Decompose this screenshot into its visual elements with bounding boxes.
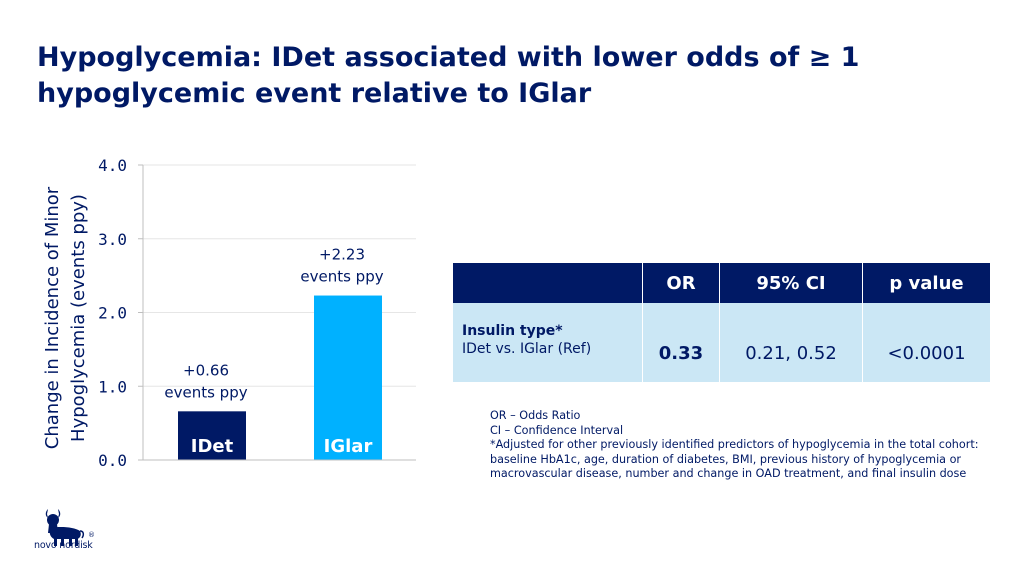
table-header-blank: [453, 263, 643, 303]
y-tick-label: 2.0: [98, 304, 127, 323]
registered-mark: ®: [88, 531, 95, 539]
y-ticks: 0.0 1.0 2.0 3.0 4.0: [98, 156, 143, 470]
y-axis-label-line-1: Change in Incidence of Minor: [42, 186, 63, 449]
row-label-cell: Insulin type* IDet vs. IGlar (Ref): [453, 303, 643, 382]
table-header-or: OR: [642, 263, 720, 303]
footnote-adjusted: *Adjusted for other previously identifie…: [490, 438, 979, 481]
table-header-ci: 95% CI: [719, 263, 863, 303]
data-labels: IDet +0.66 events ppy IGlar +2.23 events ppy: [164, 246, 383, 457]
footnote-or: OR – Odds Ratio: [490, 409, 581, 422]
table-row: Insulin type* IDet vs. IGlar (Ref) 0.33 …: [453, 303, 990, 382]
footnote-ci: CI – Confidence Interval: [490, 423, 624, 437]
data-label: events ppy: [300, 268, 383, 286]
y-axis-label-line-2: Hypoglycemia (events ppy): [68, 194, 89, 442]
logo-wordmark: novo nordisk: [34, 540, 93, 551]
row-subtitle: IDet vs. IGlar (Ref): [462, 340, 592, 357]
odds-ratio-value: 0.33: [642, 303, 720, 382]
data-label: +0.66: [183, 361, 229, 379]
category-label: IGlar: [324, 436, 373, 457]
data-label: +2.23: [319, 246, 365, 264]
category-label: IDet: [191, 436, 234, 457]
footnotes: OR – Odds Ratio CI – Confidence Interval…: [490, 409, 1000, 482]
bars: [178, 295, 382, 460]
bar-iglar: [314, 295, 382, 460]
slide-title: Hypoglycemia: IDet associated with lower…: [37, 42, 860, 109]
table-header-p-value: p value: [862, 263, 990, 303]
table-header-row: OR 95% CI p value: [453, 263, 990, 303]
novo-nordisk-bull-logo: [45, 509, 85, 546]
y-tick-label: 4.0: [98, 156, 127, 175]
row-title: Insulin type*: [462, 322, 563, 339]
y-tick-label: 1.0: [98, 377, 127, 396]
data-label: events ppy: [164, 383, 247, 401]
odds-ratio-table: OR 95% CI p value Insulin type* IDet vs.…: [453, 263, 990, 382]
p-value: <0.0001: [862, 303, 990, 382]
y-tick-label: 0.0: [98, 451, 127, 470]
confidence-interval-value: 0.21, 0.52: [719, 303, 863, 382]
y-tick-label: 3.0: [98, 230, 127, 249]
bar-idet: [178, 411, 246, 460]
